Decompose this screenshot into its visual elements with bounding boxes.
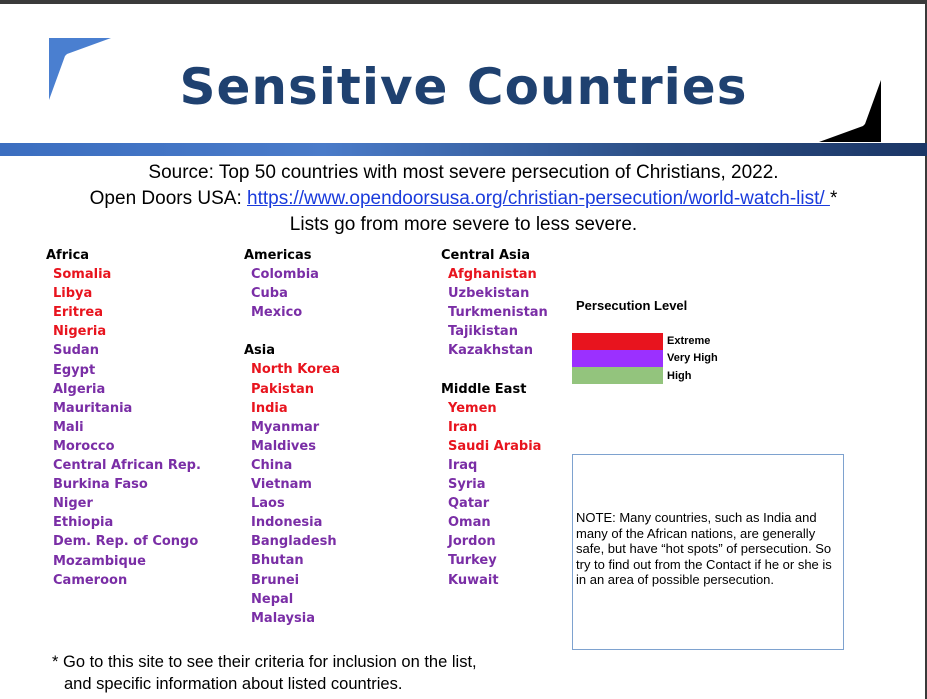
legend-swatch-extreme — [572, 333, 663, 350]
footnote-line-2: and specific information about listed co… — [64, 675, 403, 693]
country-list-item: Indonesia — [251, 515, 323, 531]
title-divider-band — [0, 143, 927, 156]
legend-swatch-high — [572, 367, 663, 384]
footnote-line-1: * Go to this site to see their criteria … — [52, 653, 477, 671]
legend-label-very-high: Very High — [667, 352, 718, 364]
footnote: * Go to this site to see their criteria … — [52, 651, 477, 695]
country-list-item: Bangladesh — [251, 534, 337, 550]
africa-heading: Africa — [46, 248, 90, 263]
corner-bracket-top-left-icon — [49, 38, 111, 100]
country-list-item: Tajikistan — [448, 324, 518, 340]
country-list-item: Mexico — [251, 305, 303, 321]
country-list-item: Iran — [448, 419, 478, 435]
central-asia-list: Afghanistan Uzbekistan Turkmenistan Tajikis… — [441, 265, 548, 360]
country-list-item: China — [251, 457, 293, 473]
source-line-2: Open Doors USA: https://www.opendoorsusa… — [0, 186, 927, 212]
corner-bracket-bottom-right-icon — [819, 80, 881, 142]
source-prefix: Open Doors USA: — [89, 188, 247, 209]
africa-list: Somalia Libya Eritrea Nigeria Sudan Egypt Alge… — [46, 265, 201, 590]
right-border — [925, 0, 927, 699]
country-list-item: Afghanistan — [448, 267, 537, 283]
legend-swatch-very-high — [572, 350, 663, 367]
middle-east-heading: Middle East — [441, 381, 527, 397]
top-border — [0, 0, 927, 4]
source-line-1: Source: Top 50 countries with most sever… — [148, 162, 779, 183]
asia-list: North Korea Pakistan India Myanmar Maldives C… — [244, 360, 340, 627]
country-list-item: India — [251, 400, 288, 416]
country-list-item: Eritrea — [53, 305, 103, 321]
country-list-item: Colombia — [251, 267, 319, 283]
country-list-item: Qatar — [448, 496, 490, 512]
column-spacer — [244, 322, 340, 341]
americas-heading: Americas — [244, 248, 312, 263]
page-title: Sensitive Countries — [179, 58, 748, 116]
country-list-item: Somalia — [53, 267, 112, 283]
country-list-item: Vietnam — [251, 477, 312, 493]
country-list-item: Libya — [53, 286, 93, 302]
country-list-item: Algeria — [53, 381, 106, 397]
country-list-item: Iraq — [448, 457, 478, 473]
country-list-item: Saudi Arabia — [448, 438, 542, 454]
note-box — [572, 454, 844, 650]
country-list-item: Mali — [53, 419, 84, 435]
country-list-item: Nigeria — [53, 324, 107, 340]
country-list-item: Sudan — [53, 343, 99, 359]
country-list-item: Yemen — [448, 400, 497, 416]
source-asterisk: * — [829, 188, 838, 209]
country-list-item: Malaysia — [251, 610, 315, 626]
asia-heading: Asia — [244, 343, 276, 359]
central-asia-heading: Central Asia — [441, 248, 531, 263]
country-list-item: Niger — [53, 496, 93, 512]
source-line-3: Lists go from more severe to less severe… — [289, 214, 638, 235]
country-list-item: Burkina Faso — [53, 477, 148, 493]
africa-column: Africa Somalia Libya Eritrea Nigeria Sudan Eg… — [46, 246, 201, 590]
country-list-item: Cameroon — [53, 572, 128, 588]
legend-label-extreme: Extreme — [667, 335, 711, 347]
country-list-item: Nepal — [251, 591, 294, 607]
country-list-item: Syria — [448, 477, 486, 493]
country-list-item: Bhutan — [251, 553, 304, 569]
country-list-item: Maldives — [251, 438, 316, 454]
country-list-item: Kazakhstan — [448, 343, 534, 359]
country-list-item: North Korea — [251, 362, 340, 378]
country-list-item: Ethiopia — [53, 515, 114, 531]
country-list-item: Jordon — [448, 534, 496, 550]
country-list-item: Central African Rep. — [53, 458, 201, 474]
country-list-item: Mozambique — [53, 553, 146, 569]
central-asia-middle-east-column: Central Asia Afghanistan Uzbekistan Turkme… — [441, 246, 548, 590]
country-list-item: Egypt — [53, 362, 96, 378]
country-list-item: Mauritania — [53, 400, 133, 416]
country-list-item: Cuba — [251, 286, 288, 302]
country-list-item: Myanmar — [251, 419, 320, 435]
country-list-item: Dem. Rep. of Congo — [53, 534, 199, 550]
source-block: Source: Top 50 countries with most sever… — [0, 160, 927, 238]
americas-asia-column: Americas Colombia Cuba Mexico Asia North K… — [244, 246, 340, 628]
world-watch-list-link[interactable]: https://www.opendoorsusa.org/christian-p… — [247, 188, 830, 209]
legend-label-high: High — [667, 370, 692, 382]
country-list-item: Oman — [448, 515, 491, 531]
legend-title: Persecution Level — [576, 298, 688, 313]
americas-list: Colombia Cuba Mexico — [244, 265, 340, 322]
country-list-item: Turkey — [448, 553, 497, 569]
middle-east-list: Yemen Iran Saudi Arabia Iraq Syria Qatar Oman J… — [441, 399, 548, 590]
country-list-item: Laos — [251, 496, 285, 512]
country-list-item: Morocco — [53, 438, 115, 454]
country-list-item: Turkmenistan — [448, 305, 548, 321]
country-list-item: Brunei — [251, 572, 300, 588]
column-spacer — [441, 361, 548, 380]
country-list-item: Pakistan — [251, 381, 315, 397]
note-text: NOTE: Many countries, such as India and … — [576, 510, 832, 587]
country-list-item: Uzbekistan — [448, 286, 530, 302]
country-list-item: Kuwait — [448, 572, 499, 588]
